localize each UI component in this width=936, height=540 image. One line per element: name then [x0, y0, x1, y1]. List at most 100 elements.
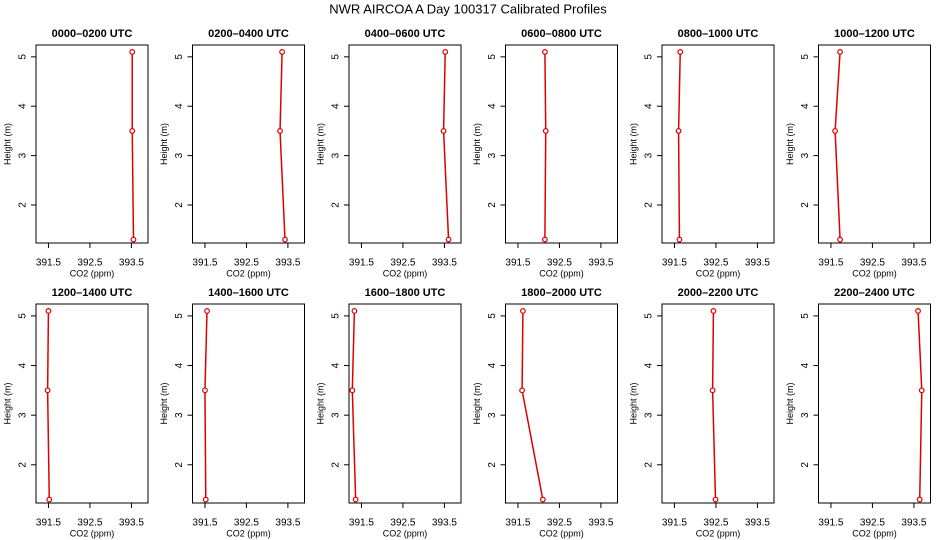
data-point	[916, 496, 923, 503]
y-tick-label: 4	[800, 103, 811, 109]
y-tick-label: 2	[331, 462, 342, 468]
y-tick-label: 2	[487, 462, 498, 468]
y-axis-label: Height (m)	[472, 123, 482, 165]
x-tick-label: 391.5	[192, 518, 217, 529]
plot-frame	[818, 303, 931, 504]
data-point	[129, 49, 136, 55]
x-axis-label: CO2 (ppm)	[70, 268, 115, 278]
x-tick-label: 392.5	[390, 518, 415, 529]
x-axis-label: CO2 (ppm)	[383, 528, 428, 538]
y-tick-label: 4	[174, 103, 185, 109]
panel: 0400–0600 UTC 391.5 392.5 393.5 2 3 4 5 CO2 (ppm…	[315, 28, 462, 278]
x-tick-label: 393.5	[901, 518, 926, 529]
data-point	[918, 387, 925, 394]
panel-title: 1600–1800 UTC	[365, 287, 446, 299]
x-tick-label: 393.5	[119, 258, 144, 269]
x-tick-label: 393.5	[119, 518, 144, 529]
y-tick-label: 5	[18, 54, 29, 60]
x-tick-label: 393.5	[588, 518, 613, 529]
panel: 1800–2000 UTC 391.5 392.5 393.5 2 3 4 5 CO2 (ppm…	[472, 287, 618, 538]
y-tick-label: 5	[800, 54, 811, 60]
profile-line	[544, 51, 547, 240]
profile-line	[442, 51, 450, 240]
x-tick-label: 392.5	[390, 258, 415, 269]
data-point	[129, 128, 136, 134]
plot-frame	[192, 303, 305, 504]
x-axis-label: CO2 (ppm)	[696, 268, 741, 278]
y-tick-label: 4	[174, 362, 185, 368]
x-tick-label: 391.5	[818, 258, 843, 269]
panel-title: 1200–1400 UTC	[52, 287, 133, 299]
y-tick-label: 5	[18, 313, 29, 319]
panel-title: 1800–2000 UTC	[521, 287, 602, 299]
x-tick-label: 392.5	[77, 518, 102, 529]
x-tick-label: 391.5	[818, 518, 843, 529]
data-point	[915, 308, 921, 314]
x-axis-label: CO2 (ppm)	[539, 268, 584, 278]
profile-line	[917, 310, 923, 500]
data-point	[442, 49, 449, 55]
x-tick-label: 391.5	[36, 518, 61, 529]
y-axis-label: Height (m)	[315, 382, 325, 424]
y-axis-label: Height (m)	[159, 382, 169, 424]
y-tick-label: 2	[174, 462, 185, 468]
panel: 2000–2200 UTC 391.5 392.5 393.5 2 3 4 5 CO2 (ppm…	[628, 287, 775, 538]
x-tick-label: 393.5	[432, 518, 457, 529]
data-point	[520, 308, 526, 314]
data-point	[542, 128, 549, 134]
y-tick-label: 2	[487, 202, 498, 208]
x-tick-label: 393.5	[745, 258, 770, 269]
data-point	[351, 308, 358, 314]
panel: 1400–1600 UTC 391.5 392.5 393.5 2 3 4 5 CO2 (ppm…	[159, 287, 305, 538]
x-axis-label: CO2 (ppm)	[383, 268, 428, 278]
x-tick-label: 392.5	[234, 518, 259, 529]
x-tick-label: 393.5	[275, 518, 300, 529]
y-tick-label: 2	[800, 202, 811, 208]
y-axis-label: Height (m)	[2, 382, 12, 424]
x-tick-label: 392.5	[547, 258, 572, 269]
x-tick-label: 392.5	[703, 518, 728, 529]
data-point	[677, 49, 684, 55]
y-tick-label: 4	[800, 362, 811, 368]
plot-frame	[35, 303, 149, 504]
x-axis-label: CO2 (ppm)	[70, 528, 115, 538]
data-point	[712, 496, 719, 503]
y-tick-label: 3	[18, 412, 29, 418]
x-tick-label: 391.5	[36, 258, 61, 269]
y-tick-label: 3	[800, 152, 811, 158]
panel-title: 2000–2200 UTC	[678, 287, 759, 299]
y-tick-label: 3	[644, 152, 655, 158]
panel: 0000–0200 UTC 391.5 392.5 393.5 2 3 4 5 CO2 (ppm…	[2, 28, 149, 278]
plot-frame	[35, 44, 149, 244]
x-tick-label: 393.5	[901, 258, 926, 269]
data-point	[837, 49, 843, 55]
y-tick-label: 3	[331, 412, 342, 418]
data-point	[542, 236, 548, 243]
x-axis-label: CO2 (ppm)	[539, 528, 584, 538]
data-point	[675, 128, 682, 134]
y-tick-label: 4	[487, 362, 498, 368]
data-point	[709, 387, 716, 394]
y-axis-label: Height (m)	[628, 123, 638, 165]
data-point	[44, 387, 51, 394]
data-point	[279, 49, 286, 55]
y-tick-label: 2	[18, 462, 29, 468]
panel-title: 0800–1000 UTC	[678, 28, 759, 40]
y-axis-label: Height (m)	[2, 123, 12, 165]
profile-line	[351, 310, 357, 500]
x-axis-label: CO2 (ppm)	[226, 268, 271, 278]
x-tick-label: 392.5	[860, 258, 885, 269]
x-tick-label: 391.5	[192, 258, 217, 269]
data-point	[542, 49, 548, 55]
x-tick-label: 392.5	[703, 258, 728, 269]
data-point	[539, 496, 546, 503]
panel: 0800–1000 UTC 391.5 392.5 393.5 2 3 4 5 CO2 (ppm…	[628, 28, 775, 278]
data-point	[282, 236, 288, 243]
profile-line	[677, 51, 682, 240]
y-tick-label: 3	[800, 412, 811, 418]
data-point	[349, 387, 356, 394]
data-point	[202, 496, 209, 503]
y-axis-label: Height (m)	[159, 123, 169, 165]
plot-frame	[348, 44, 462, 244]
plot-frame	[348, 303, 462, 504]
